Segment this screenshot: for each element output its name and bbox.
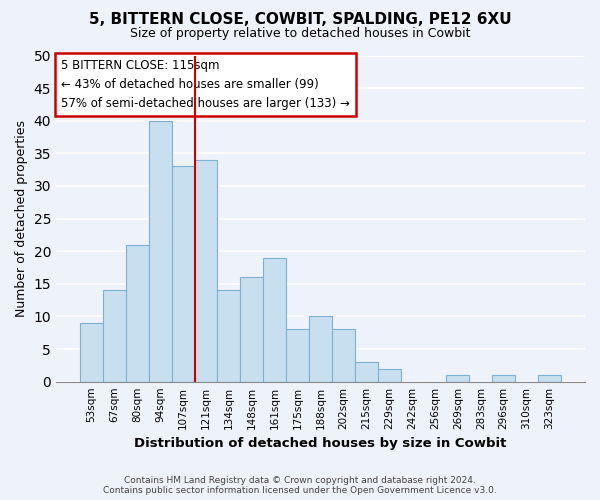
Bar: [149, 120, 172, 382]
Bar: [103, 290, 126, 382]
Bar: [241, 278, 263, 382]
Bar: [538, 375, 561, 382]
Text: 5, BITTERN CLOSE, COWBIT, SPALDING, PE12 6XU: 5, BITTERN CLOSE, COWBIT, SPALDING, PE12…: [89, 12, 511, 28]
Bar: [286, 330, 309, 382]
Bar: [80, 323, 103, 382]
Bar: [378, 368, 401, 382]
Bar: [309, 316, 332, 382]
Bar: [492, 375, 515, 382]
Bar: [126, 244, 149, 382]
Y-axis label: Number of detached properties: Number of detached properties: [15, 120, 28, 317]
Text: Contains HM Land Registry data © Crown copyright and database right 2024.
Contai: Contains HM Land Registry data © Crown c…: [103, 476, 497, 495]
Bar: [172, 166, 194, 382]
Bar: [263, 258, 286, 382]
Bar: [194, 160, 217, 382]
Bar: [446, 375, 469, 382]
Text: Size of property relative to detached houses in Cowbit: Size of property relative to detached ho…: [130, 28, 470, 40]
Bar: [355, 362, 378, 382]
Bar: [217, 290, 241, 382]
Text: 5 BITTERN CLOSE: 115sqm
← 43% of detached houses are smaller (99)
57% of semi-de: 5 BITTERN CLOSE: 115sqm ← 43% of detache…: [61, 59, 350, 110]
X-axis label: Distribution of detached houses by size in Cowbit: Distribution of detached houses by size …: [134, 437, 507, 450]
Bar: [332, 330, 355, 382]
